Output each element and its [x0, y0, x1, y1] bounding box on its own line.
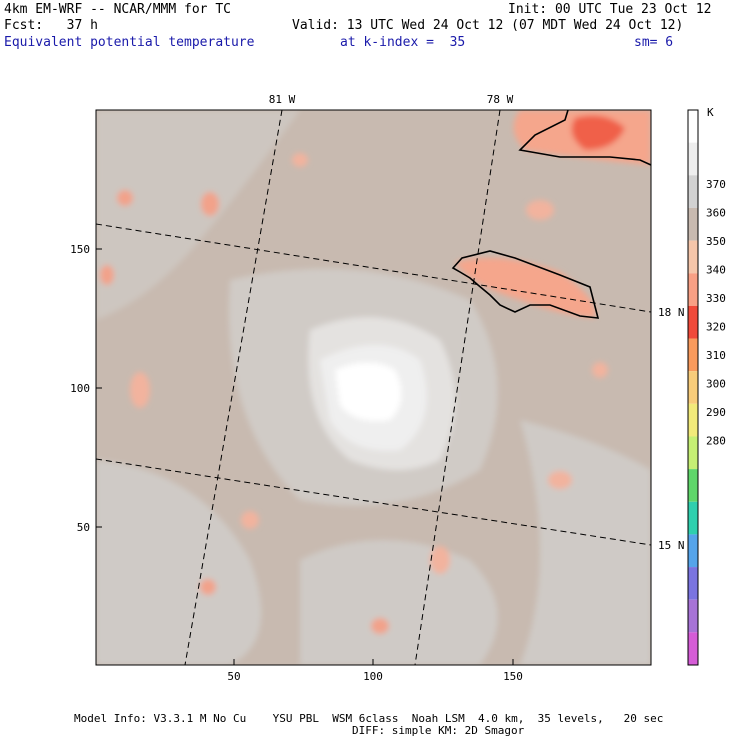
colorbar-swatch: [688, 305, 698, 339]
colorbar-swatch: [688, 469, 698, 502]
colorbar-swatch: [688, 110, 698, 143]
theta-e-field: [96, 110, 651, 665]
y-axis: 50 100 150: [70, 243, 102, 534]
colorbar-swatch: [688, 567, 698, 600]
y-tick-label-150: 150: [70, 243, 90, 256]
init-time: Init: 00 UTC Tue 23 Oct 12: [508, 2, 712, 17]
colorbar-swatch: [688, 240, 698, 274]
colorbar-label: 350: [706, 235, 726, 248]
coast-outline-ne: [518, 110, 651, 166]
colorbar-label: 370: [706, 178, 726, 191]
colorbar-swatch: [688, 273, 698, 306]
colorbar-label: 360: [706, 207, 726, 220]
longitude-line-78w: [414, 110, 501, 665]
colorbar-label: 310: [706, 349, 726, 362]
colorbar-swatch: [688, 142, 698, 176]
x-tick-label-100: 100: [363, 670, 383, 683]
colorbar-label: 330: [706, 292, 726, 305]
longitude-label-81w: 81 W: [269, 93, 296, 106]
colorbar-label: 340: [706, 264, 726, 277]
longitude-line-81w: [184, 110, 283, 665]
x-tick-label-50: 50: [227, 670, 240, 683]
colorbar-label: 300: [706, 378, 726, 391]
colorbar-unit: K: [707, 106, 714, 119]
level-info: at k-index = 35: [340, 35, 466, 50]
valid-time: Valid: 13 UTC Wed 24 Oct 12 (07 MDT Wed …: [292, 18, 684, 33]
latitude-label-15n: 15 N: [658, 539, 685, 552]
colorbar-frame: [687, 109, 699, 666]
island-outline: [451, 250, 600, 319]
colorbar-swatch: [688, 436, 698, 470]
colorbar-swatch: [688, 175, 698, 208]
longitude-label-78w: 78 W: [487, 93, 514, 106]
model-info-line: Model Info: V3.3.1 M No Cu YSU PBL WSM 6…: [74, 712, 664, 725]
latitude-line-15n: [96, 458, 651, 546]
latitude-label-18n: 18 N: [658, 306, 685, 319]
colorbar-swatch: [688, 534, 698, 568]
colorbar-swatch: [688, 501, 698, 535]
colorbar-label: 280: [706, 435, 726, 448]
field-name: Equivalent potential temperature: [4, 35, 255, 50]
x-axis: 50 100 150: [227, 659, 523, 683]
y-tick-label-100: 100: [70, 382, 90, 395]
smoothing-info: sm= 6: [634, 35, 674, 50]
diff-info-line: DIFF: simple KM: 2D Smagor: [352, 724, 525, 737]
colorbar-swatch: [688, 599, 698, 633]
forecast-hour: Fcst: 37 h: [4, 18, 98, 33]
colorbar-swatch: [688, 207, 698, 241]
latitude-line-18n: [96, 223, 651, 313]
y-tick-label-50: 50: [77, 521, 90, 534]
model-title: 4km EM-WRF -- NCAR/MMM for TC: [4, 2, 231, 17]
x-tick-label-150: 150: [503, 670, 523, 683]
colorbar-swatch: [688, 371, 698, 404]
colorbar-label: 320: [706, 321, 726, 334]
colorbar-swatch: [688, 338, 698, 372]
colorbar-swatch: [688, 632, 698, 665]
colorbar-label: 290: [706, 406, 726, 419]
colorbar: K 370 360 350 340 330 320 310 300 290 280: [687, 106, 726, 666]
colorbar-swatch: [688, 403, 698, 437]
